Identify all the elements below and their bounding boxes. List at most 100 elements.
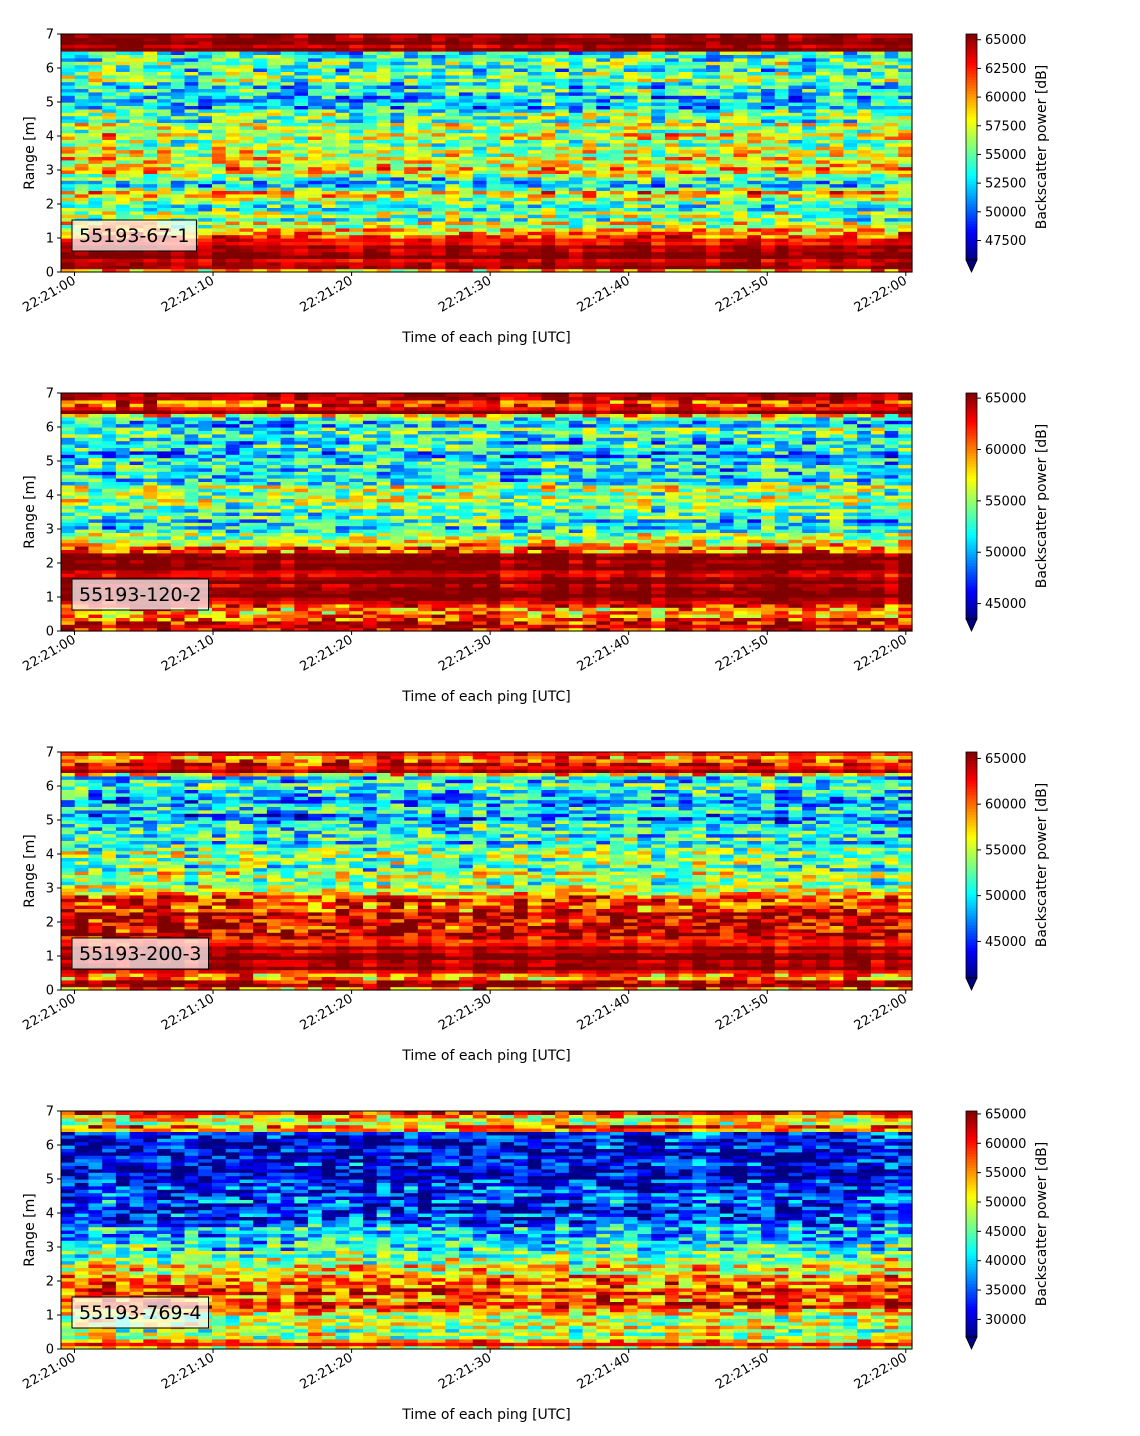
heatmap-cell xyxy=(816,150,830,154)
heatmap-cell xyxy=(528,184,542,188)
heatmap-cell xyxy=(610,228,624,232)
heatmap-cell xyxy=(459,150,473,154)
heatmap-cell xyxy=(665,265,679,269)
heatmap-cell xyxy=(432,201,446,205)
heatmap-cell xyxy=(761,184,775,188)
heatmap-cell xyxy=(418,201,432,205)
heatmap-cell xyxy=(734,252,748,256)
heatmap-cell xyxy=(775,184,789,188)
heatmap-cell xyxy=(528,167,542,171)
heatmap-cell xyxy=(487,201,501,205)
heatmap-cell xyxy=(596,150,610,154)
heatmap-cell xyxy=(75,194,89,198)
heatmap-cell xyxy=(843,133,857,137)
heatmap-cell xyxy=(857,177,871,181)
heatmap-cell xyxy=(871,265,885,269)
heatmap-cell xyxy=(898,265,912,269)
heatmap-cell xyxy=(404,177,418,181)
heatmap-cell xyxy=(830,167,844,171)
heatmap-cell xyxy=(75,454,89,458)
heatmap-cell xyxy=(130,393,144,397)
heatmap-cell xyxy=(624,211,638,215)
heatmap-cell xyxy=(885,265,899,269)
heatmap-cell xyxy=(830,184,844,188)
heatmap-cell xyxy=(802,235,816,239)
heatmap-cell xyxy=(734,245,748,249)
heatmap-cell xyxy=(541,218,555,222)
colorbar-tick-label: 60000 xyxy=(985,91,1026,106)
heatmap-cell xyxy=(294,143,308,147)
heatmap-cell xyxy=(445,177,459,181)
heatmap-cell xyxy=(212,211,226,215)
heatmap-cell xyxy=(116,201,130,205)
heatmap-cell xyxy=(734,177,748,181)
heatmap-cell xyxy=(885,133,899,137)
heatmap-cell xyxy=(596,218,610,222)
heatmap-cell xyxy=(171,265,185,269)
heatmap-cell xyxy=(734,133,748,137)
heatmap-cell xyxy=(267,252,281,256)
heatmap-cell xyxy=(555,235,569,239)
heatmap-cell xyxy=(775,167,789,171)
heatmap-cell xyxy=(473,143,487,147)
heatmap-cell xyxy=(857,245,871,249)
heatmap-cell xyxy=(775,177,789,181)
heatmap-cell xyxy=(720,235,734,239)
heatmap-cell xyxy=(322,184,336,188)
heatmap-cell xyxy=(253,252,267,256)
heatmap-cell xyxy=(473,211,487,215)
heatmap-cell xyxy=(418,34,432,38)
heatmap-cell xyxy=(816,228,830,232)
heatmap-cell xyxy=(816,201,830,205)
heatmap-cell xyxy=(130,167,144,171)
heatmap-cell xyxy=(212,235,226,239)
heatmap-cell xyxy=(404,252,418,256)
heatmap-cell xyxy=(830,201,844,205)
heatmap-cell xyxy=(802,150,816,154)
heatmap-cell xyxy=(514,150,528,154)
heatmap-cell xyxy=(418,245,432,249)
heatmap-cell xyxy=(116,133,130,137)
heatmap-cell xyxy=(239,143,253,147)
heatmap-cell xyxy=(843,252,857,256)
heatmap-cell xyxy=(418,218,432,222)
heatmap-cell xyxy=(185,150,199,154)
heatmap-cell xyxy=(747,245,761,249)
heatmap-cell xyxy=(61,471,75,475)
heatmap-cell xyxy=(830,177,844,181)
heatmap-cell xyxy=(473,265,487,269)
heatmap-cell xyxy=(596,184,610,188)
heatmap-cell xyxy=(239,167,253,171)
heatmap-cell xyxy=(116,211,130,215)
heatmap-cell xyxy=(432,252,446,256)
heatmap-cell xyxy=(212,184,226,188)
heatmap-cell xyxy=(143,34,157,38)
heatmap-cell xyxy=(898,177,912,181)
heatmap-cell xyxy=(596,265,610,269)
heatmap-cell xyxy=(898,150,912,154)
heatmap-cell xyxy=(487,245,501,249)
subplot-1: 0123456722:21:00 22:21:10 22:21:20 22:21:30… xyxy=(20,28,1050,347)
heatmap-cell xyxy=(116,150,130,154)
heatmap-cell xyxy=(761,34,775,38)
heatmap-cell xyxy=(349,160,363,164)
heatmap-cell xyxy=(226,160,240,164)
heatmap-cell xyxy=(816,160,830,164)
heatmap-cell xyxy=(555,265,569,269)
heatmap-cell xyxy=(130,194,144,198)
heatmap-cell xyxy=(692,150,706,154)
heatmap-cell xyxy=(116,403,130,407)
heatmap-cell xyxy=(761,245,775,249)
colorbar-tick-label: 47500 xyxy=(985,234,1026,249)
heatmap-cell xyxy=(267,201,281,205)
heatmap-cell xyxy=(281,133,295,137)
heatmap-cell xyxy=(788,34,802,38)
heatmap-cell xyxy=(541,133,555,137)
colorbar-tick-label: 62500 xyxy=(985,62,1026,77)
heatmap-cell xyxy=(885,235,899,239)
heatmap-cell xyxy=(116,488,130,492)
heatmap-cell xyxy=(75,403,89,407)
heatmap-cell xyxy=(88,143,102,147)
heatmap-cell xyxy=(692,235,706,239)
heatmap-cell xyxy=(75,471,89,475)
